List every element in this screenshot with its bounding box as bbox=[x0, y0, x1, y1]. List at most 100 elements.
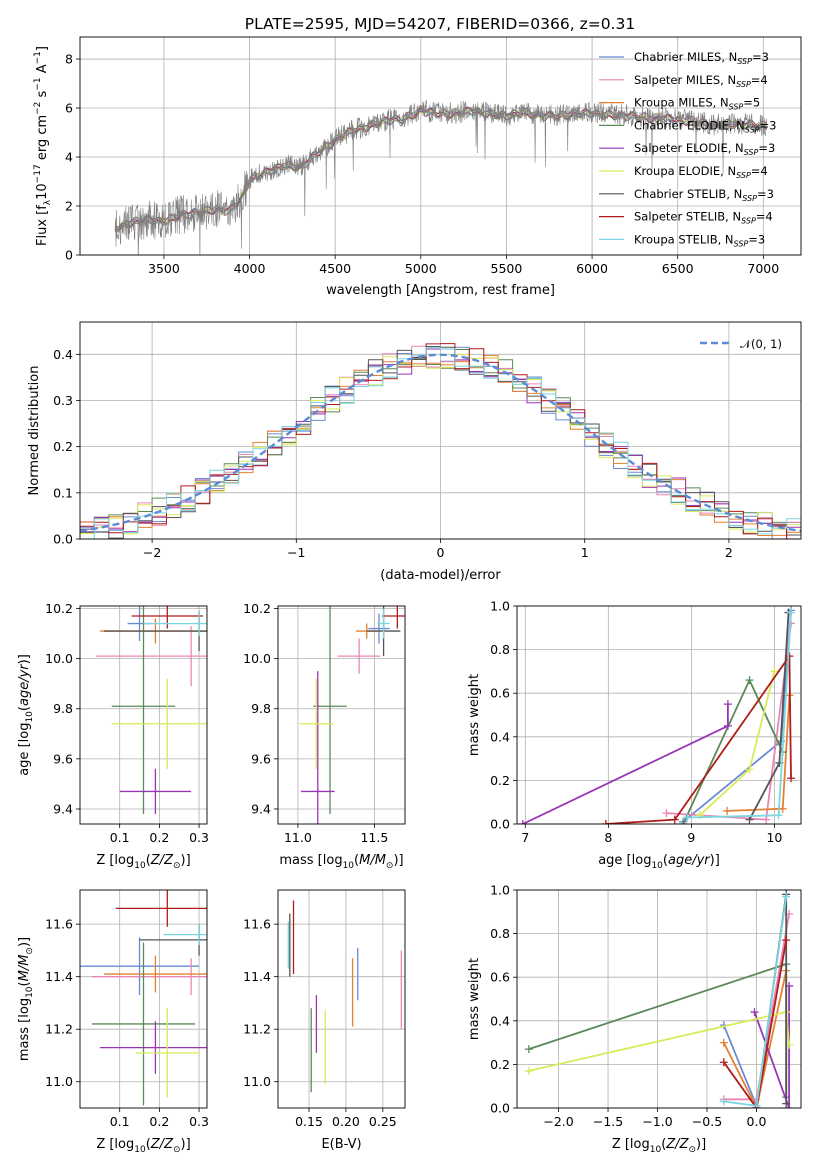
x-tick-label: 8 bbox=[604, 830, 612, 845]
weight-marker bbox=[524, 1045, 533, 1054]
weight-marker bbox=[782, 892, 791, 901]
errorbar-point bbox=[111, 678, 207, 769]
legend-entry: Chabrier MILES, NSSP=3 bbox=[634, 50, 769, 66]
weight-marker bbox=[719, 1058, 728, 1067]
y-tick-label: 11.4 bbox=[45, 969, 73, 984]
axes-mass_weight_vs_Z: −2.0 −1.5 −1.0 −0.5 0.0 0.0 0.2 0.4 0.6 0.8 1.0 mas… bbox=[467, 883, 802, 1155]
weight-marker bbox=[778, 804, 787, 813]
y-tick-label: 8 bbox=[65, 52, 73, 67]
plot-area bbox=[524, 890, 794, 1108]
errorbar-point bbox=[337, 638, 381, 674]
y-tick-label: 0.0 bbox=[53, 532, 73, 547]
errorbar-point bbox=[368, 613, 390, 644]
weight-marker bbox=[719, 1097, 728, 1106]
plot-area bbox=[287, 900, 402, 1093]
weight-marker bbox=[787, 774, 796, 783]
gridlines bbox=[278, 890, 405, 1108]
x-tick-label: 0.3 bbox=[189, 1114, 209, 1129]
legend-entry: Salpeter MILES, NSSP=4 bbox=[634, 73, 768, 89]
x-tick-label: 10 bbox=[766, 830, 782, 845]
y-tick-label: 0.1 bbox=[53, 485, 73, 500]
weight-series bbox=[683, 608, 796, 822]
y-axis-label: age [log10(age/yr)] bbox=[17, 654, 35, 776]
weight-marker bbox=[670, 815, 679, 824]
y-tick-label: 0.6 bbox=[490, 686, 510, 701]
gridlines bbox=[517, 605, 801, 825]
weight-series bbox=[518, 700, 732, 824]
observed-spectrum bbox=[114, 100, 767, 255]
legend-entry: Kroupa ELODIE, NSSP=4 bbox=[634, 164, 768, 180]
y-tick-label: 0.3 bbox=[53, 393, 73, 408]
x-axis-label: Z [log10(Z/Z⊙)] bbox=[612, 1137, 706, 1155]
x-tick-label: 0.1 bbox=[110, 1114, 130, 1129]
y-tick-label: 1.0 bbox=[490, 883, 510, 898]
weight-marker bbox=[787, 608, 796, 617]
weight-line bbox=[723, 939, 788, 1108]
errorbar-point bbox=[91, 942, 196, 1106]
gridlines bbox=[278, 606, 405, 824]
x-tick-label: 0 bbox=[437, 545, 445, 560]
figure-title: PLATE=2595, MJD=54207, FIBERID=0366, z=0… bbox=[245, 15, 635, 33]
y-axis-label: Flux [fλ10−17 erg cm−2 s−1 A−1] bbox=[33, 46, 53, 246]
weight-marker bbox=[601, 820, 610, 824]
y-tick-label: 0.4 bbox=[490, 1013, 510, 1028]
y-tick-label: 10.2 bbox=[45, 601, 73, 616]
weight-marker bbox=[770, 667, 779, 676]
y-axis-label: mass [log10(M/M⊙)] bbox=[17, 937, 35, 1061]
y-tick-label: 9.4 bbox=[53, 801, 73, 816]
histogram-step bbox=[80, 349, 801, 539]
y-tick-label: 0.0 bbox=[490, 817, 510, 832]
x-axis-label: (data-model)/error bbox=[380, 568, 501, 583]
y-tick-label: 0.8 bbox=[490, 926, 510, 941]
y-tick-label: 0.2 bbox=[490, 1057, 510, 1072]
x-tick-label: −1.0 bbox=[642, 1114, 672, 1129]
weight-marker bbox=[782, 1099, 791, 1108]
y-tick-label: 0.8 bbox=[490, 642, 510, 657]
axes-mass_vs_Z: 0.1 0.2 0.3 11.0 11.2 11.4 11.6 Z [log10(Z/Z⊙)]… bbox=[17, 889, 209, 1155]
legend-entry: Chabrier STELIB, NSSP=3 bbox=[634, 187, 774, 203]
legend: 𝒩(0, 1) bbox=[700, 337, 782, 351]
weight-marker bbox=[752, 1101, 761, 1108]
plot-area bbox=[80, 890, 207, 1106]
errorbar-point bbox=[377, 608, 390, 639]
weight-line bbox=[605, 653, 792, 824]
y-tick-label: 1.0 bbox=[490, 599, 510, 614]
errorbar-point bbox=[131, 606, 204, 629]
weight-marker bbox=[524, 1066, 533, 1075]
x-tick-label: 0.2 bbox=[149, 830, 169, 845]
weight-marker bbox=[785, 1104, 794, 1108]
axes-frame bbox=[79, 321, 802, 540]
y-tick-label: 9.4 bbox=[251, 801, 271, 816]
axes-residuals: −2 −1 0 1 2 0.0 0.1 0.2 0.3 0.4 (data-model)/error… bbox=[27, 321, 802, 583]
y-tick-label: 0 bbox=[65, 248, 73, 263]
x-tick-label: 11.0 bbox=[284, 830, 312, 845]
y-tick-label: 0.2 bbox=[53, 439, 73, 454]
axes-age_vs_mass: 11.0 11.5 9.4 9.6 9.8 10.0 10.2 mass [log10(M/M… bbox=[243, 601, 406, 871]
weight-line bbox=[722, 970, 788, 1108]
y-tick-label: 0.6 bbox=[490, 970, 510, 985]
weight-marker bbox=[745, 676, 754, 685]
y-tick-label: 11.4 bbox=[243, 969, 271, 984]
x-axis-label: E(B-V) bbox=[321, 1137, 361, 1152]
y-tick-label: 0.2 bbox=[490, 773, 510, 788]
y-tick-label: 10.0 bbox=[243, 651, 271, 666]
x-tick-label: −2.0 bbox=[543, 1114, 573, 1129]
x-axis-label: Z [log10(Z/Z⊙)] bbox=[96, 853, 190, 871]
y-tick-label: 10.2 bbox=[243, 601, 271, 616]
axes-frame bbox=[79, 605, 208, 825]
errorbar-point bbox=[299, 678, 334, 769]
model-spectrum bbox=[114, 107, 767, 233]
errorbar-point bbox=[91, 958, 207, 996]
histogram-step bbox=[80, 354, 801, 535]
errorbar-point bbox=[103, 955, 207, 993]
y-tick-label: 10.0 bbox=[45, 651, 73, 666]
x-tick-label: −1 bbox=[287, 545, 305, 560]
x-tick-label: 0.15 bbox=[295, 1114, 323, 1129]
y-tick-label: 4 bbox=[65, 150, 73, 165]
legend-entry: 𝒩(0, 1) bbox=[740, 337, 782, 351]
y-tick-label: 2 bbox=[65, 199, 73, 214]
weight-marker bbox=[662, 809, 671, 818]
x-tick-label: 4500 bbox=[319, 261, 351, 276]
legend-entry: Kroupa MILES, NSSP=5 bbox=[634, 96, 760, 112]
plot-area bbox=[299, 606, 405, 824]
